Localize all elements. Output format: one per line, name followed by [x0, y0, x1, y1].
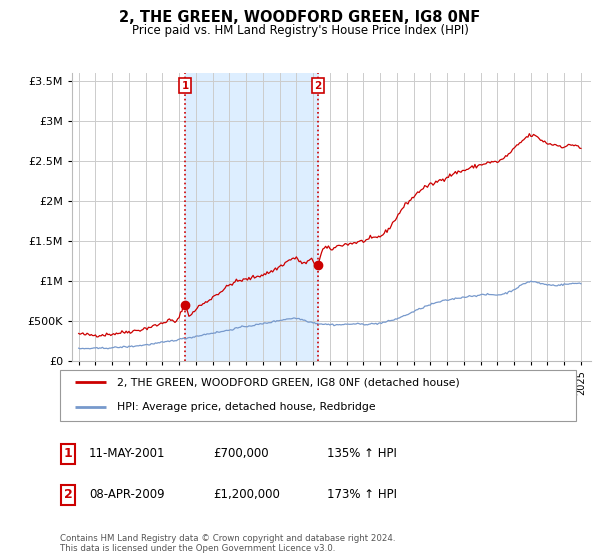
- Text: 2, THE GREEN, WOODFORD GREEN, IG8 0NF (detached house): 2, THE GREEN, WOODFORD GREEN, IG8 0NF (d…: [117, 377, 460, 388]
- Bar: [185, 73, 317, 361]
- Text: 173% ↑ HPI: 173% ↑ HPI: [327, 488, 397, 501]
- Text: HPI: Average price, detached house, Redbridge: HPI: Average price, detached house, Redb…: [117, 402, 376, 412]
- Text: 2, THE GREEN, WOODFORD GREEN, IG8 0NF: 2, THE GREEN, WOODFORD GREEN, IG8 0NF: [119, 10, 481, 25]
- FancyBboxPatch shape: [60, 370, 576, 421]
- Text: 08-APR-2009: 08-APR-2009: [89, 488, 164, 501]
- Text: Contains HM Land Registry data © Crown copyright and database right 2024.
This d: Contains HM Land Registry data © Crown c…: [60, 534, 395, 553]
- Text: 2: 2: [314, 81, 321, 91]
- Text: 135% ↑ HPI: 135% ↑ HPI: [327, 447, 397, 460]
- Text: 1: 1: [64, 447, 73, 460]
- Text: £700,000: £700,000: [213, 447, 269, 460]
- Text: 11-MAY-2001: 11-MAY-2001: [89, 447, 166, 460]
- Text: 1: 1: [182, 81, 189, 91]
- Text: Price paid vs. HM Land Registry's House Price Index (HPI): Price paid vs. HM Land Registry's House …: [131, 24, 469, 36]
- FancyBboxPatch shape: [61, 444, 76, 464]
- FancyBboxPatch shape: [61, 484, 76, 505]
- Text: 2: 2: [64, 488, 73, 501]
- Text: £1,200,000: £1,200,000: [213, 488, 280, 501]
